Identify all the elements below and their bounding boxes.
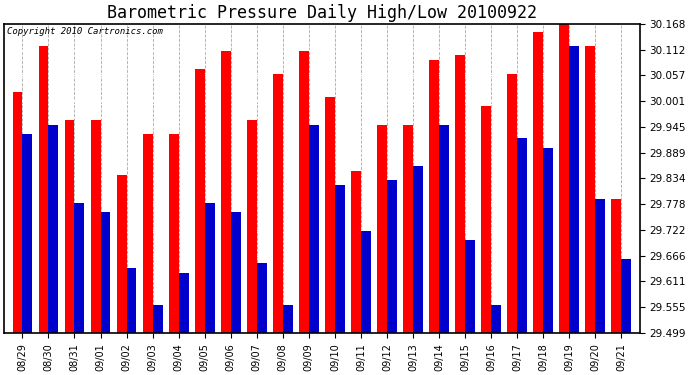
Bar [455, 55, 465, 333]
Bar [299, 51, 309, 333]
Bar [221, 51, 230, 333]
Bar [518, 138, 527, 333]
Bar [622, 259, 631, 333]
Bar [179, 273, 188, 333]
Bar [90, 120, 101, 333]
Bar [117, 176, 126, 333]
Bar [351, 171, 361, 333]
Bar [403, 124, 413, 333]
Bar [611, 199, 622, 333]
Bar [273, 74, 283, 333]
Bar [126, 268, 137, 333]
Bar [195, 69, 205, 333]
Bar [230, 213, 241, 333]
Bar [309, 124, 319, 333]
Bar [143, 134, 152, 333]
Bar [543, 148, 553, 333]
Bar [377, 124, 387, 333]
Bar [361, 231, 371, 333]
Bar [325, 97, 335, 333]
Bar [413, 166, 423, 333]
Bar [491, 305, 501, 333]
Bar [585, 46, 595, 333]
Bar [439, 124, 449, 333]
Bar [75, 203, 84, 333]
Title: Barometric Pressure Daily High/Low 20100922: Barometric Pressure Daily High/Low 20100… [107, 4, 537, 22]
Bar [48, 124, 59, 333]
Bar [429, 60, 439, 333]
Bar [169, 134, 179, 333]
Bar [387, 180, 397, 333]
Bar [12, 92, 22, 333]
Bar [465, 240, 475, 333]
Bar [152, 305, 163, 333]
Bar [247, 120, 257, 333]
Bar [507, 74, 518, 333]
Bar [595, 199, 605, 333]
Bar [22, 134, 32, 333]
Bar [39, 46, 48, 333]
Bar [65, 120, 75, 333]
Bar [101, 213, 110, 333]
Bar [257, 263, 266, 333]
Text: Copyright 2010 Cartronics.com: Copyright 2010 Cartronics.com [8, 27, 164, 36]
Bar [335, 185, 345, 333]
Bar [205, 203, 215, 333]
Bar [481, 106, 491, 333]
Bar [283, 305, 293, 333]
Bar [533, 32, 543, 333]
Bar [560, 23, 569, 333]
Bar [569, 46, 579, 333]
